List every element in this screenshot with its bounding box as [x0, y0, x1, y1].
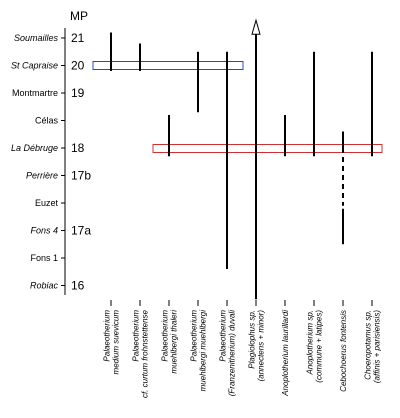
taxon-label-line: Palaeotherium — [161, 310, 170, 362]
taxon-label-line: (annectens + minor) — [257, 310, 266, 382]
taxon-labels: Palaeotherium medium suevicum Palaeotheriu… — [103, 300, 382, 398]
mp-value-la-d-bruge: 18 — [71, 141, 85, 155]
st-capraise-highlight-box — [92, 61, 244, 70]
taxon-label-line: muehlbergi muehlbergi — [199, 310, 208, 392]
taxon-label-plagiolophus-sp-annectens-minor: Plagiolophus sp. (annectens + minor) — [248, 310, 266, 382]
locality-label-soumailles: Soumailles — [14, 33, 59, 43]
la-debruge-highlight-box — [152, 144, 383, 153]
mp-value-perri-re: 17b — [71, 169, 91, 183]
taxon-label-palaeotherium-medium-suevicum: Palaeotherium medium suevicum — [103, 310, 121, 375]
taxon-label-anoplotherium-laurillardi: Anoplotherium laurillardi — [281, 310, 290, 397]
locality-label-euzet: Euzet — [35, 198, 59, 208]
taxon-label-line: (Franzenitherium) duvali — [228, 310, 237, 396]
taxon-label-line: cf. curtum frohnstettense — [141, 309, 150, 398]
taxon-label-palaeotherium-franzenitherium-duvali: Palaeotherium (Franzenitherium) duvali — [219, 310, 237, 397]
mp-value-montmartre: 19 — [71, 86, 85, 100]
mp-value-fons-4: 17a — [71, 224, 91, 238]
taxon-label-line: Anoplotherium laurillardi — [281, 310, 290, 397]
locality-label-st-capraise: St Capraise — [11, 61, 58, 71]
locality-label-la-d-bruge: La Débruge — [11, 143, 58, 153]
locality-label-perri-re: Perrière — [26, 171, 58, 181]
mp-value-robiac: 16 — [71, 279, 85, 293]
taxon-label-line: Palaeotherium — [219, 310, 228, 362]
taxon-ranges — [110, 18, 373, 300]
taxon-label-line: muehlbergi thaleri — [170, 310, 179, 374]
taxon-label-line: Anoplotherium sp. — [306, 310, 315, 375]
locality-label-montmartre: Montmartre — [12, 88, 58, 98]
locality-label-c-las: Célas — [35, 116, 59, 126]
locality-label-robiac: Robiac — [30, 281, 59, 291]
range-arrow-head — [251, 18, 261, 35]
mp-value-soumailles: 21 — [71, 31, 85, 45]
taxon-label-line: Palaeotherium — [103, 310, 112, 362]
stratigraphic-levels: Soumailles 21 St Capraise 20 Montmartre 19 Cél… — [11, 31, 91, 293]
mp-value-st-capraise: 20 — [71, 59, 85, 73]
locality-label-fons-1: Fons 1 — [30, 253, 58, 263]
taxon-label-anoplotherium-sp-commune-latipes: Anoplotherium sp. (commune + latipes) — [306, 310, 324, 383]
taxon-label-line: Plagiolophus sp. — [248, 310, 257, 369]
taxon-label-line: (affinis + parisiensis) — [373, 310, 382, 383]
taxon-label-line: (commune + latipes) — [315, 310, 324, 383]
taxon-label-line: Choeropotamus sp. — [364, 310, 373, 380]
mp-axis-header: MP — [70, 9, 88, 23]
taxon-label-cebochoerus-fontensis: Cebochoerus fontensis — [339, 310, 348, 392]
taxon-label-palaeotherium-muehlbergi-muehlbergi: Palaeotherium muehlbergi muehlbergi — [190, 310, 208, 392]
taxon-label-line: Palaeotherium — [132, 310, 141, 362]
taxon-label-choeropotamus-sp-affinis-parisiensis: Choeropotamus sp. (affinis + parisiensis) — [364, 310, 382, 383]
taxon-label-line: medium suevicum — [112, 310, 121, 375]
taxon-label-line: Cebochoerus fontensis — [339, 310, 348, 392]
locality-label-fons-4: Fons 4 — [30, 226, 58, 236]
taxon-label-palaeotherium-cf-curtum-frohnstettense: Palaeotherium cf. curtum frohnstettense — [132, 309, 150, 398]
taxon-label-line: Palaeotherium — [190, 310, 199, 362]
taxon-label-palaeotherium-muehlbergi-thaleri: Palaeotherium muehlbergi thaleri — [161, 310, 179, 374]
